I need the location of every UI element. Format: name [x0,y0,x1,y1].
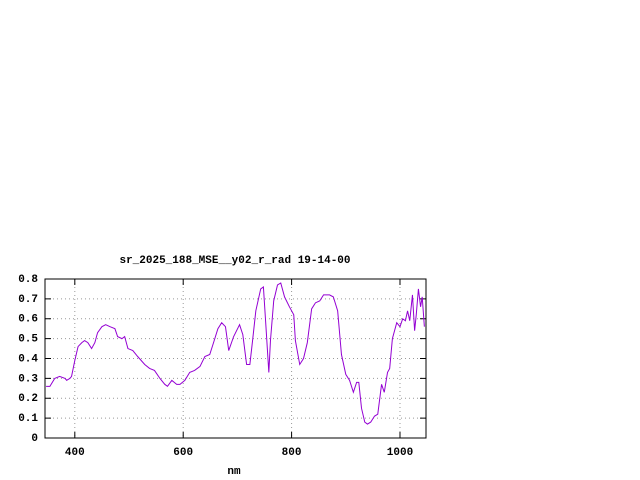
y-tick-label: 0.4 [18,353,38,365]
y-tick-label: 0.6 [18,314,38,326]
chart-title: sr_2025_188_MSE__y02_r_rad 19-14-00 [119,255,350,267]
y-tick-label: 0.5 [18,334,38,346]
x-tick-label: 400 [65,447,85,459]
y-tick-label: 0.7 [18,294,38,306]
x-tick-label: 600 [173,447,193,459]
plot-frame [44,278,427,439]
y-tick-label: 0 [31,433,38,445]
data-line [46,282,425,425]
x-tick-label: 1000 [387,447,413,459]
y-tick-label: 0.1 [18,413,38,425]
x-axis-label: nm [227,466,241,478]
y-tick-label: 0.3 [18,373,38,385]
y-tick-label: 0.8 [18,274,38,286]
x-tick-label: 800 [282,447,302,459]
y-tick-label: 0.2 [18,393,38,405]
